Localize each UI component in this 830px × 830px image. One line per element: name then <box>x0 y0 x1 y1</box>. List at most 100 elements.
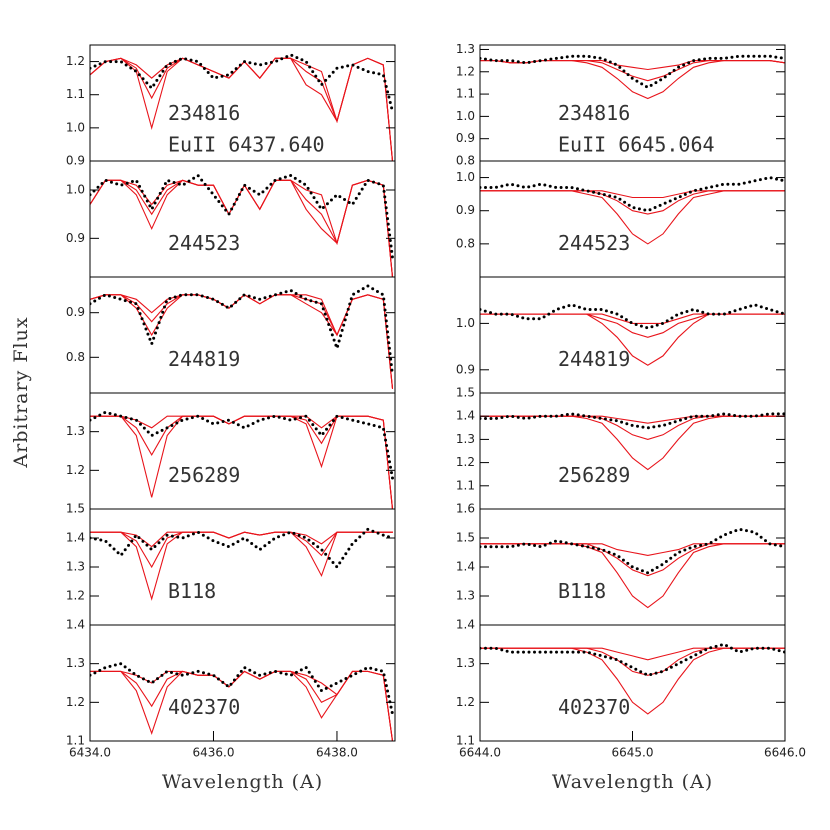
star-id: 256289 <box>558 463 630 487</box>
y-tick-label: 1.2 <box>66 695 85 709</box>
panel-frame <box>89 160 396 278</box>
synthetic-spectrum <box>480 190 785 245</box>
y-tick-label: 0.8 <box>66 350 85 364</box>
synthetic-spectrum <box>480 543 785 577</box>
synthetic-spectrum <box>480 647 785 715</box>
y-tick-label: 1.1 <box>456 87 475 101</box>
star-id: 402370 <box>558 695 630 719</box>
observed-spectrum <box>90 173 394 260</box>
y-tick-label: 1.4 <box>456 618 475 632</box>
panel <box>90 527 394 601</box>
y-tick-label: 1.6 <box>456 502 475 516</box>
panel-frame <box>89 276 396 394</box>
synthetic-spectrum <box>480 60 785 100</box>
synthetic-spectrum <box>90 415 394 509</box>
panel <box>480 303 785 366</box>
star-id: 234816 <box>168 101 240 125</box>
observed-spectrum <box>480 527 785 575</box>
y-tick-label: 1.4 <box>456 560 475 574</box>
line-id: EuII 6437.640 <box>168 132 325 156</box>
y-tick-label: 0.9 <box>456 362 475 376</box>
y-tick-label: 1.0 <box>66 183 85 197</box>
observed-spectrum <box>90 410 394 480</box>
panel <box>480 642 785 715</box>
synthetic-spectrum <box>90 415 394 509</box>
observed-spectrum <box>90 284 394 377</box>
panel-frame <box>479 276 786 394</box>
panel <box>90 662 394 741</box>
y-tick-label: 1.5 <box>456 531 475 545</box>
y-tick-label: 0.9 <box>66 305 85 319</box>
synthetic-spectrum <box>480 543 785 556</box>
x-tick-label: 6645.0 <box>612 746 654 760</box>
y-tick-label: 0.9 <box>456 203 475 217</box>
y-tick-label: 1.2 <box>456 64 475 78</box>
y-tick-label: 1.2 <box>66 54 85 68</box>
panel <box>90 410 394 509</box>
star-id: 244523 <box>558 231 630 255</box>
y-tick-label: 1.5 <box>66 502 85 516</box>
y-tick-label: 1.3 <box>66 560 85 574</box>
y-tick-label: 1.1 <box>456 734 475 748</box>
x-tick-label: 6644.0 <box>459 746 501 760</box>
star-id: 256289 <box>168 463 240 487</box>
x-tick-label: 6434.0 <box>69 746 111 760</box>
y-tick-label: 1.2 <box>456 695 475 709</box>
star-id: B118 <box>558 579 606 603</box>
y-tick-label: 1.0 <box>456 170 475 184</box>
star-id: 244523 <box>168 231 240 255</box>
observed-spectrum <box>480 642 785 677</box>
observed-spectrum <box>480 54 785 90</box>
synthetic-spectrum <box>480 543 785 609</box>
x-tick-label: 6436.0 <box>192 746 234 760</box>
panel-frame <box>89 392 396 510</box>
synthetic-spectrum <box>90 531 394 548</box>
synthetic-spectrum <box>480 190 785 215</box>
y-tick-label: 1.0 <box>456 109 475 123</box>
y-tick-label: 1.0 <box>456 316 475 330</box>
y-tick-label: 1.1 <box>66 734 85 748</box>
panel-frame <box>479 624 786 742</box>
synthetic-spectrum <box>480 647 785 676</box>
y-tick-label: 1.4 <box>66 531 85 545</box>
y-tick-label: 1.3 <box>456 656 475 670</box>
synthetic-spectrum <box>480 313 785 324</box>
y-tick-label: 1.3 <box>456 432 475 446</box>
observed-spectrum <box>90 53 394 113</box>
line-id: EuII 6645.064 <box>558 132 715 156</box>
panel-frame <box>479 392 786 510</box>
y-tick-label: 0.8 <box>456 236 475 250</box>
panel <box>90 173 394 277</box>
y-tick-label: 0.9 <box>66 231 85 245</box>
synthetic-spectrum <box>480 415 785 440</box>
synthetic-spectrum <box>480 647 785 661</box>
x-axis-label: Wavelength (A) <box>552 771 713 793</box>
synthetic-spectrum <box>90 415 394 509</box>
y-tick-label: 0.9 <box>456 131 475 145</box>
synthetic-spectrum <box>90 670 394 741</box>
panel <box>90 53 394 161</box>
observed-spectrum <box>480 412 785 430</box>
star-id: 244819 <box>558 347 630 371</box>
panel <box>480 527 785 609</box>
y-tick-label: 1.2 <box>66 589 85 603</box>
panel-frame <box>89 508 396 626</box>
synthetic-spectrum <box>90 531 394 601</box>
y-tick-label: 1.1 <box>456 478 475 492</box>
observed-spectrum <box>480 303 785 330</box>
star-id: 402370 <box>168 695 240 719</box>
y-axis-label: Arbitrary Flux <box>10 316 32 468</box>
y-tick-label: 1.3 <box>66 424 85 438</box>
observed-spectrum <box>90 662 394 716</box>
synthetic-spectrum <box>480 190 785 199</box>
star-id: 244819 <box>168 347 240 371</box>
y-tick-label: 0.9 <box>66 154 85 168</box>
y-tick-label: 1.2 <box>66 463 85 477</box>
synthetic-spectrum <box>480 313 785 338</box>
panel <box>480 176 785 245</box>
synthetic-spectrum <box>480 313 785 366</box>
y-tick-label: 1.1 <box>66 87 85 101</box>
x-axis-label: Wavelength (A) <box>162 771 323 793</box>
y-tick-label: 1.3 <box>456 42 475 56</box>
